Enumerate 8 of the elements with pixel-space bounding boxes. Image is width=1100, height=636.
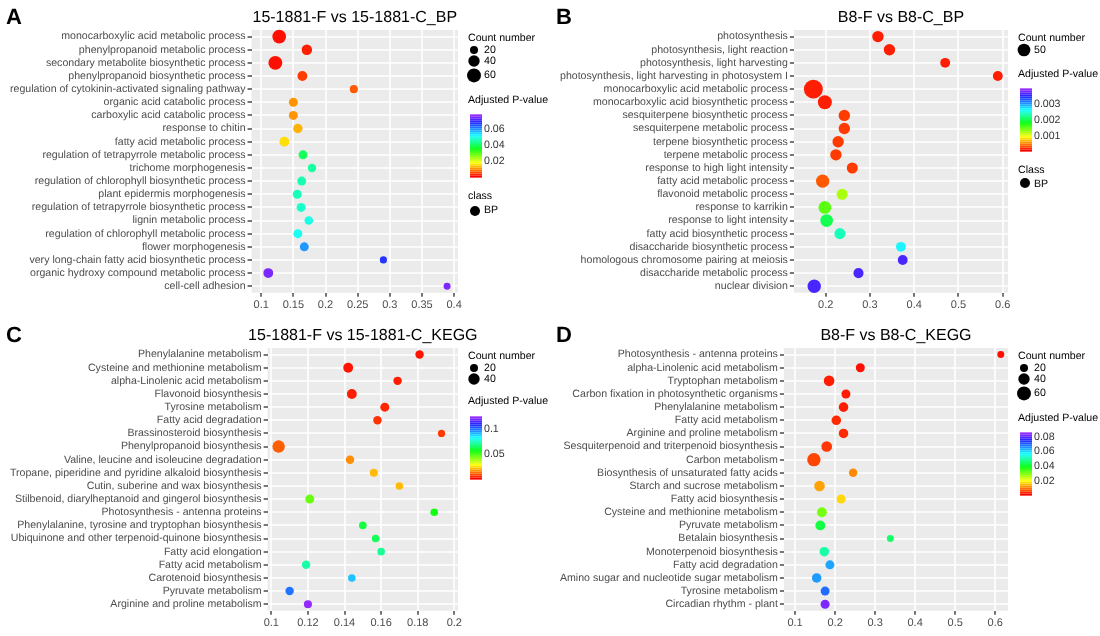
text: A [6, 6, 22, 30]
chart-title: B8-F vs B8-C_BP [837, 8, 965, 26]
text: B [556, 6, 572, 30]
chart-title: 15-1881-F vs 15-1881-C_KEGG [248, 326, 478, 344]
text: D [556, 324, 572, 348]
text: C [6, 324, 22, 348]
chart-title: B8-F vs B8-C_KEGG [820, 326, 972, 344]
chart-title: 15-1881-F vs 15-1881-C_BP [252, 8, 458, 26]
